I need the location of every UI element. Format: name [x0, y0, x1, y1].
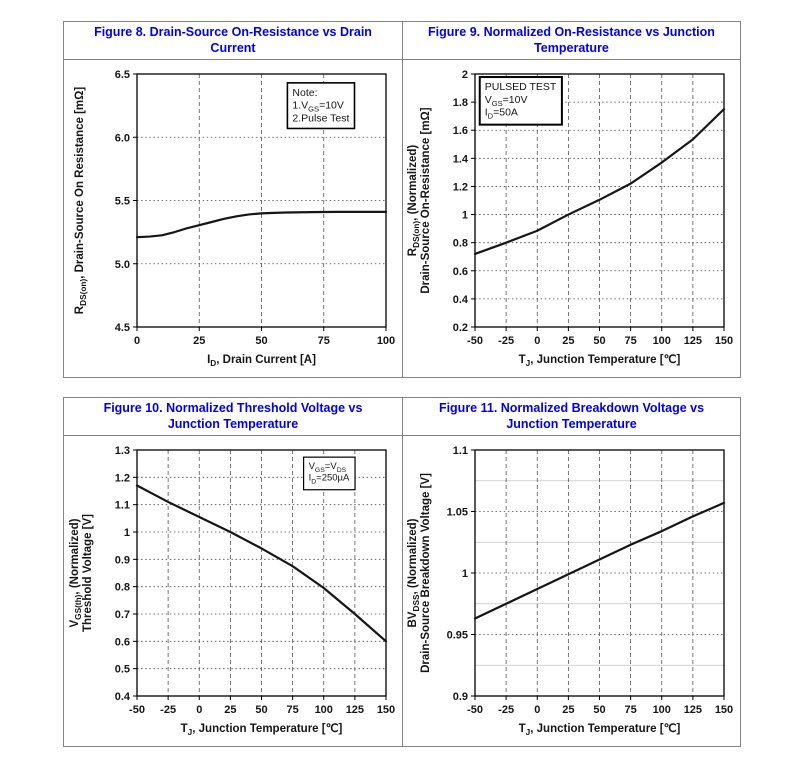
svg-text:VGS=VDS: VGS=VDS — [308, 461, 346, 474]
svg-text:2: 2 — [462, 69, 468, 81]
svg-text:50: 50 — [593, 704, 605, 716]
svg-text:1.1: 1.1 — [453, 445, 468, 457]
figure8-chart: 0 25 50 75 100 4.5 5.0 5.5 6.0 6.5 ID, Drain Curre… — [74, 69, 395, 368]
figure8-chart-area: 0 25 50 75 100 4.5 5.0 5.5 6.0 6.5 ID, Drain Curre… — [64, 60, 402, 377]
svg-text:1.3: 1.3 — [114, 445, 129, 457]
svg-text:0.2: 0.2 — [453, 322, 468, 334]
figure9-chart: -50 -25 0 25 50 75 100 125 150 0.2 0.4 0.6 0.8 1 1.2 1.… — [407, 69, 733, 368]
figure9-chart-area: -50 -25 0 25 50 75 100 125 150 0.2 0.4 0.6 0.8 1 1.2 1.… — [403, 60, 740, 377]
svg-text:Drain-Source On-Resistance [mΩ: Drain-Source On-Resistance [mΩ] — [420, 107, 432, 293]
svg-text:-50: -50 — [129, 704, 145, 716]
figure11-chart-area: -50 -25 0 25 50 75 100 125 150 0.9 0.95 1 1.05 1.1 TJ,… — [403, 436, 740, 746]
svg-text:1: 1 — [123, 527, 129, 539]
svg-text:0.4: 0.4 — [114, 691, 130, 703]
svg-text:1.8: 1.8 — [453, 97, 468, 109]
figure9-panel: Figure 9. Normalized On-Resistance vs Ju… — [402, 22, 740, 377]
svg-text:ID=50A: ID=50A — [485, 107, 518, 121]
svg-text:50: 50 — [255, 335, 267, 347]
svg-text:150: 150 — [715, 704, 733, 716]
svg-text:Threshold Voltage [V]: Threshold Voltage [V] — [82, 514, 94, 632]
svg-text:BVDSS, (Normalized): BVDSS, (Normalized) — [407, 518, 421, 627]
svg-text:0: 0 — [133, 335, 139, 347]
svg-text:25: 25 — [224, 704, 236, 716]
svg-text:TJ, Junction Temperature [℃]: TJ, Junction Temperature [℃] — [519, 722, 681, 737]
svg-text:25: 25 — [193, 335, 205, 347]
svg-text:0: 0 — [534, 704, 540, 716]
svg-text:25: 25 — [562, 704, 574, 716]
svg-text:0.7: 0.7 — [114, 609, 129, 621]
svg-text:100: 100 — [314, 704, 332, 716]
figure9-title: Figure 9. Normalized On-Resistance vs Ju… — [403, 22, 740, 60]
svg-text:RDS(on), Drain-Source On Resis: RDS(on), Drain-Source On Resistance [mΩ] — [74, 87, 88, 315]
svg-text:6.5: 6.5 — [114, 69, 129, 81]
figure8-panel: Figure 8. Drain-Source On-Resistance vs … — [64, 22, 402, 377]
svg-text:TJ, Junction Temperature [℃]: TJ, Junction Temperature [℃] — [519, 353, 681, 368]
svg-text:150: 150 — [715, 335, 733, 347]
svg-text:0.5: 0.5 — [114, 664, 129, 676]
svg-text:Drain-Source Breakdown Voltage: Drain-Source Breakdown Voltage [V] — [420, 473, 432, 673]
svg-text:1.2: 1.2 — [453, 181, 468, 193]
figure-row-bottom: Figure 10. Normalized Threshold Voltage … — [63, 397, 741, 747]
svg-text:VGS(th), (Normalized): VGS(th), (Normalized) — [69, 518, 83, 627]
svg-text:100: 100 — [376, 335, 394, 347]
figure10-title: Figure 10. Normalized Threshold Voltage … — [64, 398, 402, 436]
svg-text:0.8: 0.8 — [453, 238, 468, 250]
svg-text:-50: -50 — [467, 335, 483, 347]
svg-text:-25: -25 — [160, 704, 176, 716]
svg-text:1.6: 1.6 — [453, 125, 468, 137]
figure10-chart-area: -50 -25 0 25 50 75 100 125 150 0.4 0.5 0.6 0.7 0.8 0.9… — [64, 436, 402, 746]
svg-text:-25: -25 — [498, 335, 514, 347]
svg-text:100: 100 — [653, 335, 671, 347]
svg-text:5.0: 5.0 — [114, 259, 129, 271]
svg-text:TJ, Junction Temperature [℃]: TJ, Junction Temperature [℃] — [180, 722, 342, 737]
svg-text:ID=250µA: ID=250µA — [308, 473, 349, 486]
svg-text:1.2: 1.2 — [114, 472, 129, 484]
svg-text:75: 75 — [625, 704, 637, 716]
svg-text:1.05: 1.05 — [447, 507, 468, 519]
svg-text:4.5: 4.5 — [114, 322, 129, 334]
svg-text:RDS(on), (Normalized): RDS(on), (Normalized) — [407, 145, 421, 257]
svg-text:0.9: 0.9 — [453, 691, 468, 703]
svg-text:VGS=10V: VGS=10V — [485, 94, 528, 108]
svg-text:5.5: 5.5 — [114, 196, 129, 208]
figure-row-top: Figure 8. Drain-Source On-Resistance vs … — [63, 21, 741, 378]
svg-text:0.6: 0.6 — [114, 636, 129, 648]
svg-text:0.9: 0.9 — [114, 554, 129, 566]
figure10-chart: -50 -25 0 25 50 75 100 125 150 0.4 0.5 0.6 0.7 0.8 0.9… — [69, 445, 395, 737]
svg-text:50: 50 — [593, 335, 605, 347]
svg-text:75: 75 — [317, 335, 329, 347]
svg-text:150: 150 — [376, 704, 394, 716]
svg-text:-25: -25 — [498, 704, 514, 716]
svg-text:75: 75 — [625, 335, 637, 347]
svg-text:125: 125 — [345, 704, 363, 716]
svg-text:125: 125 — [684, 335, 702, 347]
svg-text:0: 0 — [196, 704, 202, 716]
svg-text:125: 125 — [684, 704, 702, 716]
svg-text:2.Pulse Test: 2.Pulse Test — [292, 112, 349, 124]
svg-text:1.4: 1.4 — [453, 153, 469, 165]
svg-text:1: 1 — [462, 210, 468, 222]
svg-text:25: 25 — [562, 335, 574, 347]
figure11-chart: -50 -25 0 25 50 75 100 125 150 0.9 0.95 1 1.05 1.1 TJ,… — [407, 445, 733, 737]
figure8-title: Figure 8. Drain-Source On-Resistance vs … — [64, 22, 402, 60]
figure11-panel: Figure 11. Normalized Breakdown Voltage … — [402, 398, 740, 746]
figure10-panel: Figure 10. Normalized Threshold Voltage … — [64, 398, 402, 746]
svg-text:1.1: 1.1 — [114, 500, 129, 512]
figure11-title: Figure 11. Normalized Breakdown Voltage … — [403, 398, 740, 436]
svg-text:-50: -50 — [467, 704, 483, 716]
svg-text:75: 75 — [286, 704, 298, 716]
svg-text:100: 100 — [653, 704, 671, 716]
svg-text:0.4: 0.4 — [453, 294, 469, 306]
svg-text:1.VGS=10V: 1.VGS=10V — [292, 100, 344, 114]
svg-text:ID, Drain Current [A]: ID, Drain Current [A] — [207, 354, 316, 368]
svg-text:0: 0 — [534, 335, 540, 347]
svg-text:1: 1 — [462, 568, 468, 580]
svg-text:6.0: 6.0 — [114, 132, 129, 144]
svg-text:0.8: 0.8 — [114, 582, 129, 594]
svg-text:50: 50 — [255, 704, 267, 716]
svg-text:PULSED TEST: PULSED TEST — [485, 81, 557, 93]
svg-text:0.95: 0.95 — [447, 630, 468, 642]
svg-text:Note:: Note: — [292, 87, 317, 99]
svg-text:0.6: 0.6 — [453, 266, 468, 278]
